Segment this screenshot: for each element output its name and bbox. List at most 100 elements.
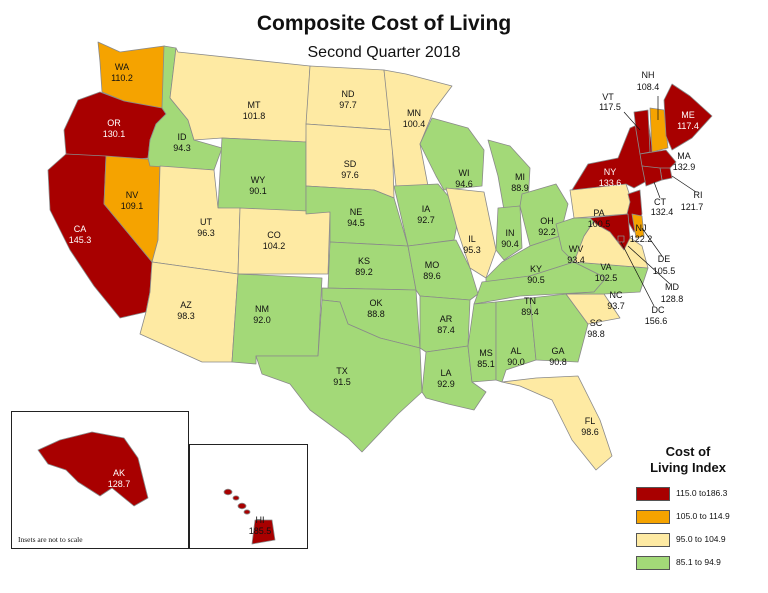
state-code-il: IL (468, 234, 476, 244)
state-code-hi: HI (256, 515, 265, 525)
state-value-az: 98.3 (177, 311, 195, 321)
state-value-tx: 91.5 (333, 377, 351, 387)
state-value-co: 104.2 (263, 241, 286, 251)
state-code-mn: MN (407, 108, 421, 118)
state-code-de: DE (658, 254, 671, 264)
state-code-ks: KS (358, 256, 370, 266)
state-code-ri: RI (694, 190, 703, 200)
state-nc (565, 261, 649, 295)
state-code-co: CO (267, 230, 281, 240)
state-value-ut: 96.3 (197, 228, 215, 238)
state-value-me: 117.4 (677, 121, 699, 131)
state-value-ri: 121.7 (681, 202, 704, 212)
state-code-dc: DC (652, 305, 665, 315)
state-code-la: LA (440, 368, 451, 378)
state-value-il: 95.3 (463, 245, 481, 255)
state-value-id: 94.3 (173, 143, 191, 153)
state-value-fl: 98.6 (581, 427, 599, 437)
state-in (495, 205, 523, 261)
state-value-ga: 90.8 (549, 357, 567, 367)
state-code-tx: TX (336, 366, 348, 376)
hawaii-island-3 (237, 502, 247, 510)
state-ar (419, 295, 471, 353)
state-value-nd: 97.7 (339, 100, 357, 110)
state-code-md: MD (665, 282, 679, 292)
state-code-ky: KY (530, 264, 542, 274)
state-value-sc: 98.8 (587, 329, 605, 339)
state-code-az: AZ (180, 300, 192, 310)
state-co (237, 207, 331, 275)
state-ct (641, 165, 663, 187)
legend-label-1: 115.0 to186.3 (676, 488, 728, 498)
state-value-nj: 122.2 (630, 234, 653, 244)
state-value-dc: 156.6 (645, 316, 668, 326)
legend-swatch-1 (636, 487, 670, 501)
state-code-ak: AK (113, 468, 125, 478)
state-code-pa: PA (593, 208, 604, 218)
state-fl (501, 375, 613, 471)
state-code-wi: WI (459, 168, 470, 178)
state-value-ny: 133.6 (599, 178, 622, 188)
map-title: Composite Cost of Living (256, 12, 512, 35)
state-wi (419, 117, 485, 191)
state-value-va: 102.5 (595, 273, 618, 283)
state-value-in: 90.4 (501, 239, 519, 249)
state-value-nm: 92.0 (253, 315, 271, 325)
state-value-mi: 88.9 (511, 183, 529, 193)
state-code-ma: MA (677, 151, 691, 161)
state-code-id: ID (178, 132, 188, 142)
hawaii-island-2 (232, 495, 240, 501)
state-code-tn: TN (524, 296, 536, 306)
state-code-nv: NV (126, 190, 139, 200)
state-code-fl: FL (585, 416, 596, 426)
state-value-mn: 100.4 (403, 119, 426, 129)
state-code-wa: WA (115, 62, 129, 72)
state-code-wy: WY (251, 175, 266, 185)
state-value-hi: 185.5 (249, 526, 272, 536)
state-ks (327, 241, 417, 291)
legend-swatch-4 (636, 556, 670, 570)
state-code-mt: MT (248, 100, 261, 110)
legend-title-line1: Cost of (665, 444, 711, 459)
state-ma (639, 149, 677, 171)
state-value-nh: 108.4 (637, 82, 660, 92)
state-ga (529, 293, 589, 363)
state-value-oh: 92.2 (538, 227, 556, 237)
state-code-ok: OK (369, 298, 382, 308)
state-value-or: 130.1 (103, 129, 126, 139)
state-value-vt: 117.5 (599, 102, 621, 112)
legend-label-2: 105.0 to 114.9 (676, 511, 730, 521)
state-value-ar: 87.4 (437, 325, 455, 335)
state-code-nm: NM (255, 304, 269, 314)
leader-line-vt (623, 111, 641, 131)
state-value-ok: 88.8 (367, 309, 385, 319)
state-value-ms: 85.1 (477, 359, 495, 369)
state-code-ar: AR (440, 314, 453, 324)
state-code-ga: GA (551, 346, 564, 356)
state-code-oh: OH (540, 216, 554, 226)
state-dc (617, 235, 625, 243)
hawaii-island-4 (243, 509, 251, 515)
legend-label-3: 95.0 to 104.9 (676, 534, 726, 544)
state-value-wy: 90.1 (249, 186, 267, 196)
state-value-wi: 94.6 (455, 179, 473, 189)
state-de (631, 213, 645, 239)
state-code-ct: CT (654, 197, 666, 207)
legend-title: Cost of Living Index (628, 444, 748, 476)
state-code-nd: ND (342, 89, 355, 99)
state-code-in: IN (506, 228, 515, 238)
state-code-wv: WV (569, 244, 584, 254)
leader-line-ri (671, 175, 697, 193)
legend-swatch-2 (636, 510, 670, 524)
state-ak (37, 431, 149, 507)
state-value-md: 128.8 (661, 294, 684, 304)
state-value-pa: 100.5 (588, 219, 611, 229)
hawaii-inset (189, 444, 308, 549)
leader-line-de (641, 227, 663, 257)
state-code-sd: SD (344, 159, 357, 169)
state-code-vt: VT (602, 92, 614, 102)
state-value-la: 92.9 (437, 379, 455, 389)
state-value-ks: 89.2 (355, 267, 373, 277)
